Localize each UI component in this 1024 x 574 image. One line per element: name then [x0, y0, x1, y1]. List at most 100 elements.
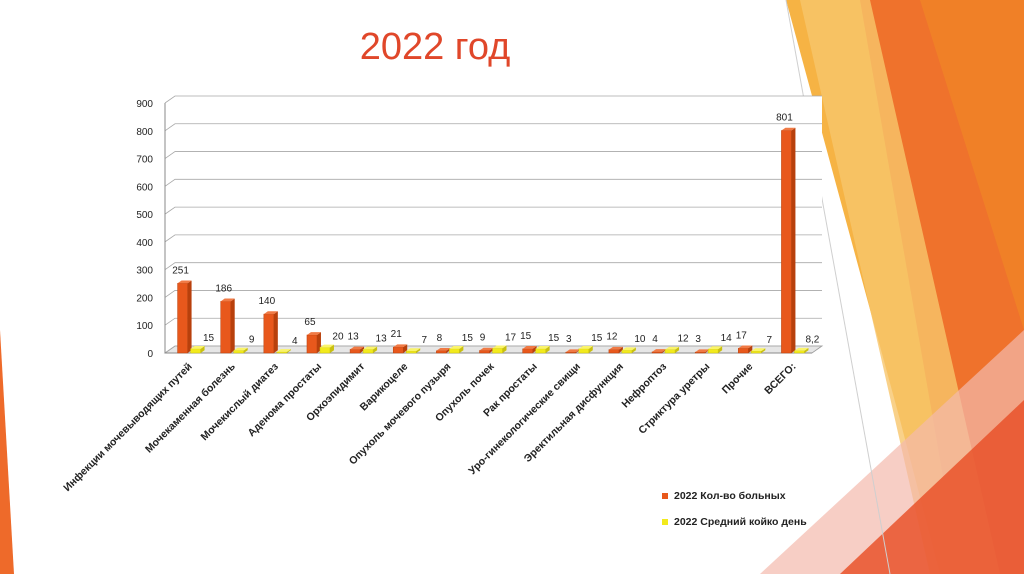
gridline	[164, 123, 822, 132]
data-label-series1: 8	[437, 333, 443, 344]
gridline	[164, 262, 822, 270]
bar-series2	[319, 347, 331, 354]
slide-title: 2022 год	[359, 26, 511, 68]
bar-top-series2	[492, 345, 507, 349]
bar-series2	[449, 348, 460, 354]
data-label-series1: 65	[304, 317, 316, 328]
gridline	[164, 95, 822, 104]
bar-series1	[220, 301, 231, 354]
data-label-series1: 15	[520, 331, 532, 342]
bar-top-series1	[738, 345, 753, 349]
bar-series1	[738, 348, 749, 354]
bar-side-series2	[200, 346, 205, 353]
bar-top-series2	[751, 348, 766, 352]
gridline	[164, 317, 822, 326]
data-label-series2: 15	[462, 333, 474, 344]
data-label-series1: 4	[652, 334, 658, 345]
bar-top-series2	[578, 346, 593, 349]
x-tick-label: Мочекислый диатез	[199, 361, 281, 443]
gridline	[164, 206, 822, 215]
bar-side-series1	[360, 346, 365, 353]
bar-side-series2	[243, 347, 248, 353]
bar-series1	[306, 334, 318, 354]
bar-series1	[436, 350, 447, 354]
bar-series1	[349, 349, 361, 354]
bar-top-series2	[319, 344, 334, 348]
plot-area	[165, 96, 822, 353]
bar-side-series2	[761, 348, 766, 353]
data-label-series1: 17	[736, 330, 748, 341]
bar-top-series2	[363, 346, 378, 350]
bar-top-series1	[263, 311, 278, 315]
data-label-series2: 12	[677, 334, 689, 345]
data-label-series2: 15	[591, 333, 603, 344]
bar-top-series2	[406, 348, 421, 352]
bar-side-series1	[791, 127, 796, 353]
bar-side-series2	[718, 346, 723, 353]
bar-series2	[707, 348, 719, 354]
bar-series1	[479, 350, 490, 354]
x-tick-label: ВСЕГО:	[762, 361, 798, 397]
bar-top-series1	[479, 347, 494, 351]
bar-top-series1	[522, 346, 537, 349]
data-label-series2: 14	[721, 333, 733, 344]
y-tick-label: 400	[136, 238, 153, 249]
bar-top-series1	[695, 349, 710, 353]
bar-side-series2	[329, 344, 334, 353]
y-tick-label: 300	[136, 266, 153, 277]
data-label-series2: 15	[203, 333, 215, 344]
data-label-series2: 20	[332, 331, 344, 342]
y-tick-label: 800	[136, 127, 153, 138]
bar-series2	[794, 350, 805, 354]
bar-side-series2	[373, 346, 378, 353]
data-label-series1: 3	[695, 334, 701, 345]
bar-series1	[177, 283, 188, 354]
bar-series2	[276, 351, 288, 354]
bar-side-series2	[459, 346, 464, 353]
gridline	[164, 151, 822, 159]
bar-series1	[651, 351, 663, 354]
data-label-series2: 9	[249, 335, 255, 346]
y-tick-label: 600	[136, 182, 153, 193]
bar-top-series1	[652, 349, 667, 352]
data-label-series2: 10	[634, 334, 646, 345]
bar-top-series2	[535, 346, 550, 349]
x-tick-label: Аденома простаты	[246, 361, 325, 440]
bar-top-series2	[449, 346, 464, 349]
bar-top-series1	[177, 280, 192, 284]
bar-top-series2	[190, 346, 205, 349]
gridline	[164, 345, 822, 354]
bar-series2	[233, 350, 244, 354]
bar-series2	[578, 348, 590, 354]
bar-side-series2	[416, 348, 421, 353]
bar-series2	[535, 348, 546, 354]
bar-series2	[751, 350, 762, 354]
bar-side-series2	[588, 346, 593, 353]
bar-series1	[608, 349, 620, 354]
bar-top-series1	[436, 347, 451, 351]
y-tick-label: 900	[136, 99, 153, 110]
bar-side-series2	[631, 347, 636, 353]
bar-side-series1	[532, 346, 537, 353]
x-tick-label: Прочие	[720, 361, 756, 397]
y-tick-label: 200	[136, 293, 153, 304]
bar-series2	[362, 349, 374, 354]
bar-side-series2	[675, 346, 680, 353]
legend-item-series1: 2022 Кол-во больных	[662, 490, 786, 502]
data-label-series2: 15	[548, 333, 560, 344]
bar-side-series1	[273, 311, 278, 353]
bar-top-series1	[608, 346, 623, 350]
bar-series2	[664, 349, 676, 354]
data-label-series1: 9	[480, 333, 486, 344]
bar-top-series1	[220, 298, 235, 302]
data-label-series1: 13	[348, 331, 360, 342]
data-label-series1: 186	[215, 283, 232, 294]
bar-top-series2	[233, 347, 248, 351]
data-label-series2: 8,2	[805, 335, 819, 346]
bar-series2	[492, 348, 503, 354]
x-tick-label: Стриктура уретры	[636, 361, 712, 437]
bar-side-series1	[187, 280, 192, 353]
data-label-series1: 21	[391, 329, 403, 340]
y-tick-label: 0	[147, 349, 153, 360]
